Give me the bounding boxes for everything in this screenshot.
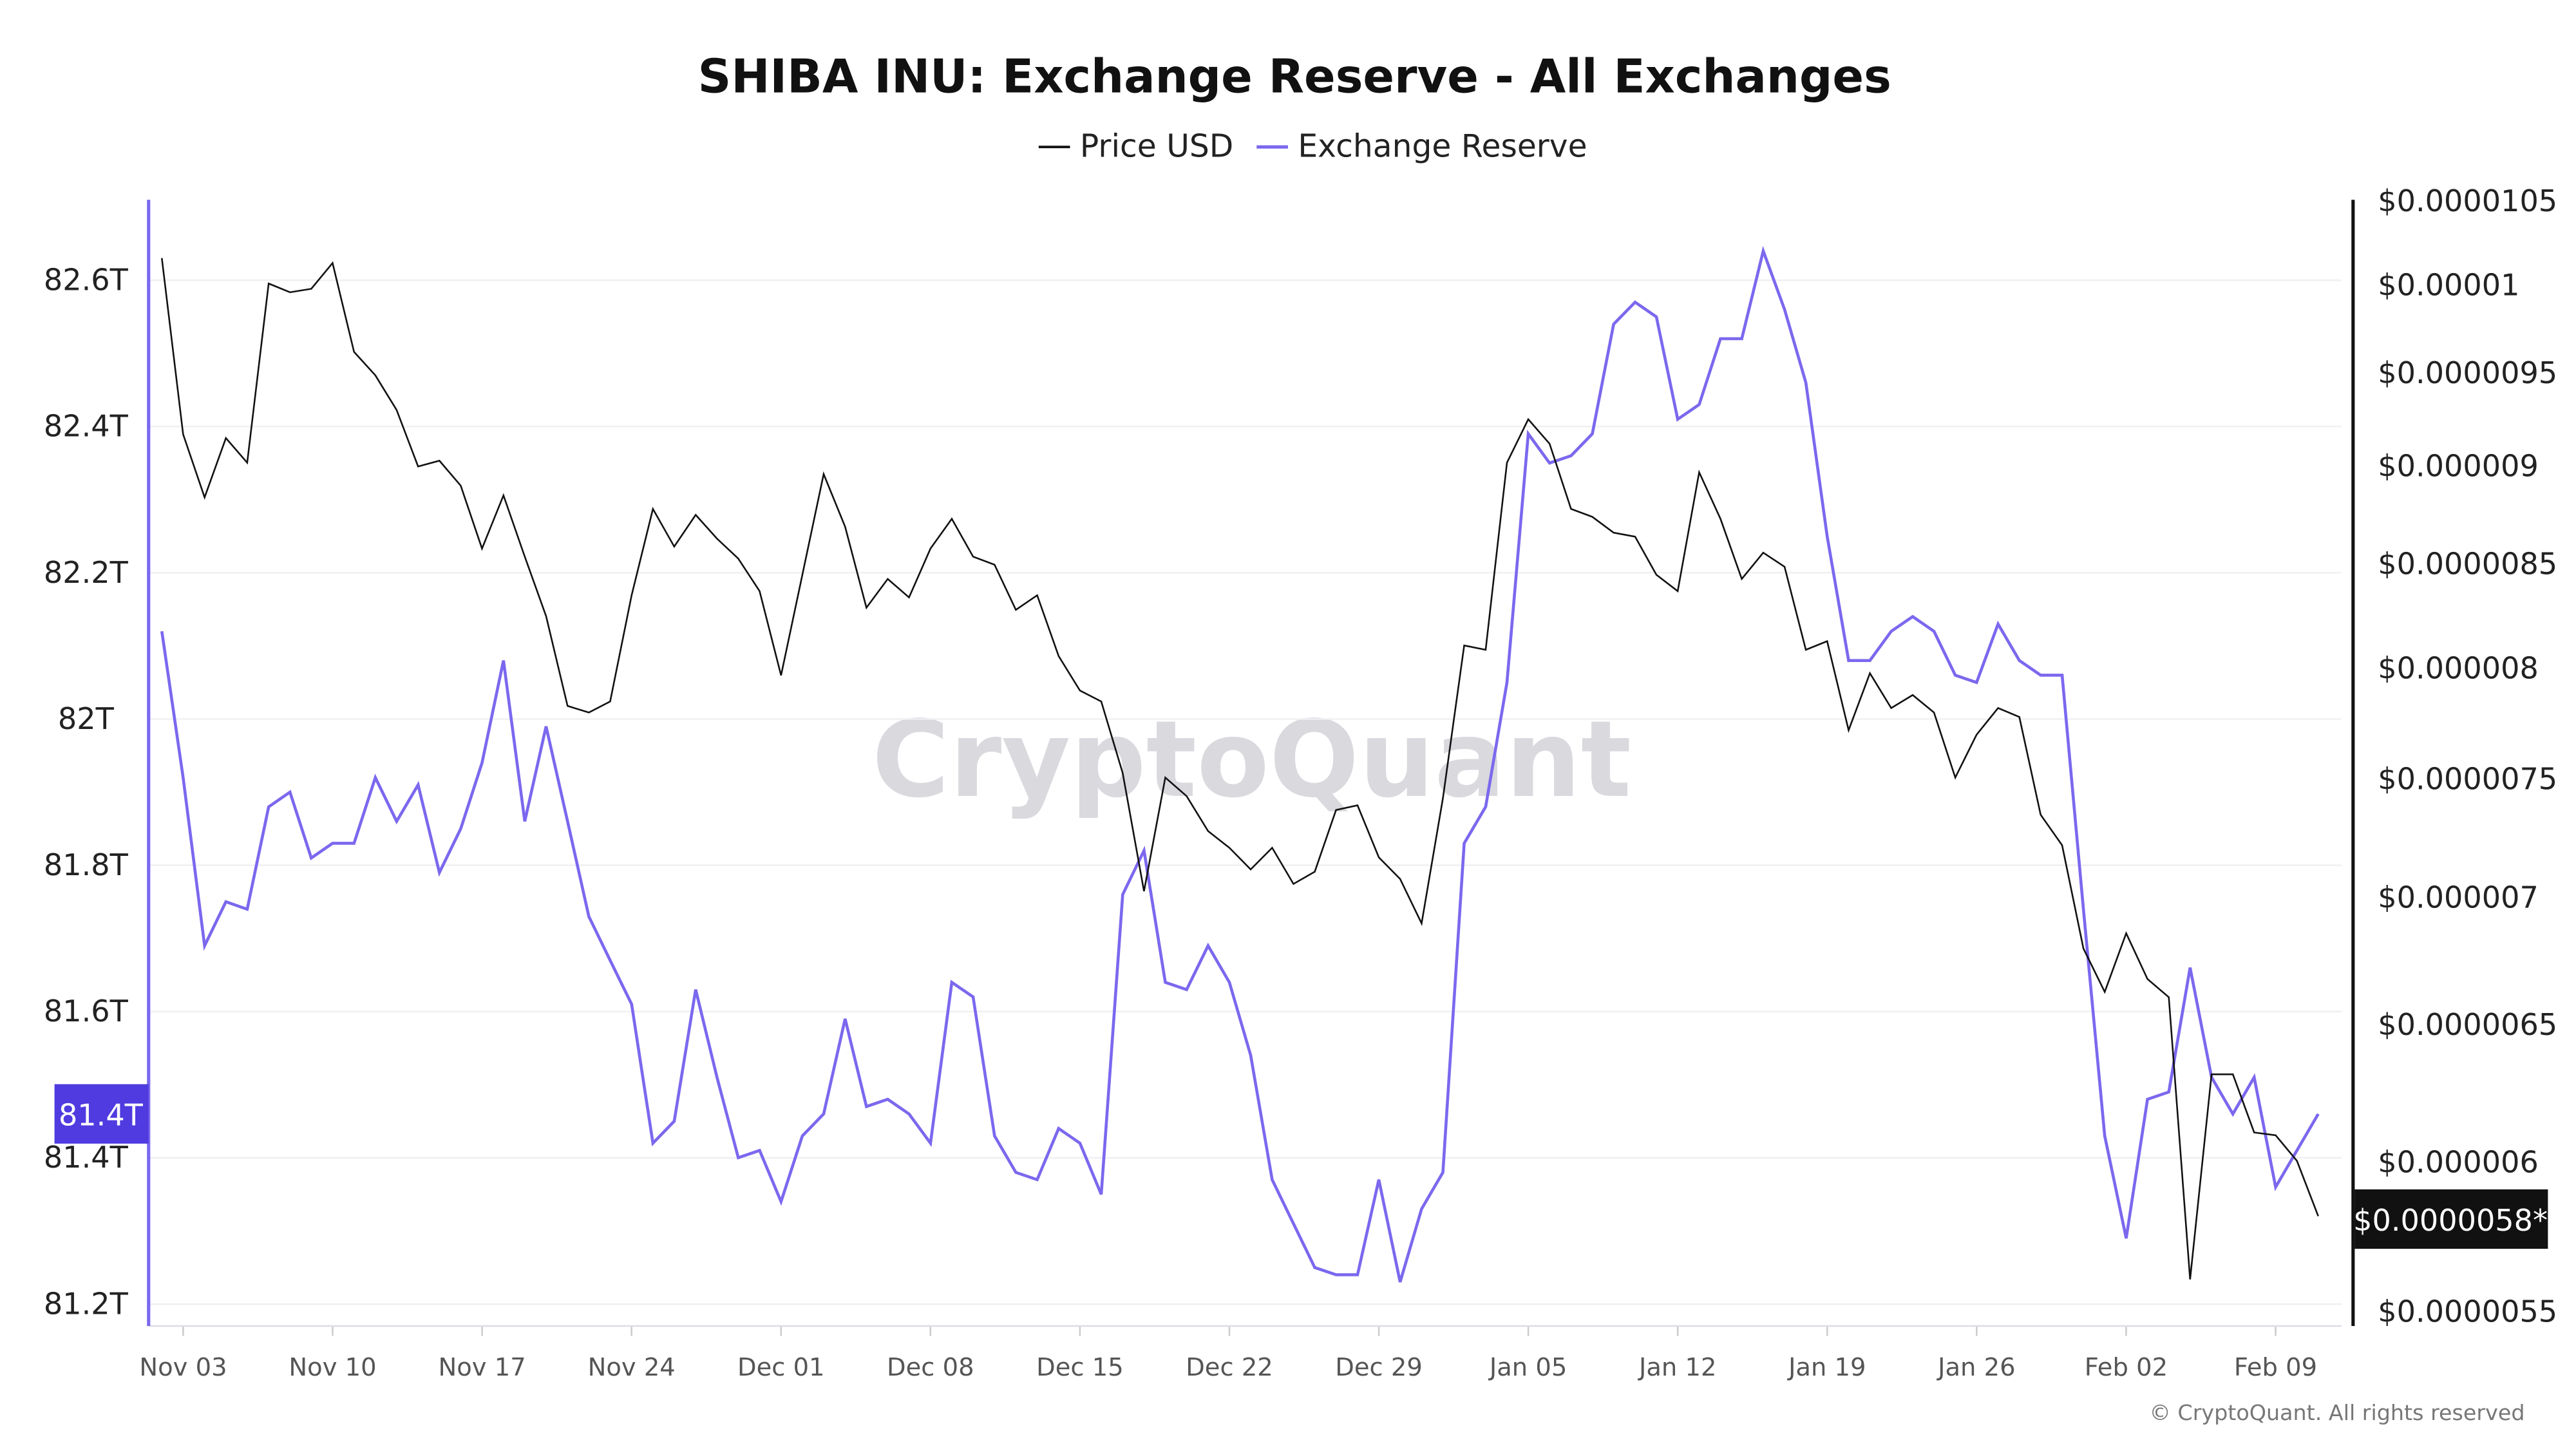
left-tick-label: 81.4T	[44, 1140, 129, 1175]
right-current-tag: $0.0000058*	[2353, 1189, 2548, 1249]
x-tick-label: Dec 15	[1036, 1353, 1124, 1382]
left-current-tag-box	[54, 1084, 149, 1144]
left-tick-label: 82.4T	[44, 409, 129, 444]
x-tick-label: Jan 05	[1488, 1353, 1567, 1382]
right-tick-label: $0.0000105	[2378, 184, 2557, 218]
legend-label-price[interactable]: Price USD	[1080, 129, 1233, 165]
right-current-tag-box	[2354, 1189, 2548, 1249]
left-tick-label: 81.8T	[44, 848, 129, 882]
right-tick-label: $0.000009	[2378, 448, 2539, 483]
right-tick-label: $0.0000095	[2378, 355, 2557, 390]
x-tick-label: Dec 22	[1186, 1353, 1273, 1382]
x-tick-label: Dec 08	[887, 1353, 974, 1382]
x-tick-label: Feb 02	[2085, 1353, 2168, 1382]
left-axis-ticks: 81.2T 81.4T 81.6T 81.8T 82T 82.2T 82.4T 82.6T	[44, 263, 129, 1321]
right-tick-label: $0.000006	[2378, 1145, 2539, 1180]
gridlines	[148, 279, 2342, 1305]
left-tick-label: 81.6T	[44, 994, 129, 1028]
left-tick-label: 81.2T	[44, 1286, 129, 1321]
x-tick-label: Nov 24	[588, 1353, 676, 1382]
left-current-tag-label: 81.4T	[59, 1098, 144, 1133]
x-tick-label: Dec 01	[737, 1353, 825, 1382]
right-tick-label: $0.0000065	[2378, 1007, 2557, 1042]
x-tick-label: Nov 17	[438, 1353, 526, 1382]
watermark-logo: CryptoQuant	[872, 698, 1631, 821]
series-line-exchange-reserve	[160, 245, 2320, 1283]
right-tick-label: $0.0000085	[2378, 547, 2557, 582]
chart-title: SHIBA INU: Exchange Reserve - All Exchan…	[698, 50, 1891, 104]
right-tick-label: $0.0000055	[2378, 1294, 2557, 1329]
right-current-tag-label: $0.0000058*	[2353, 1203, 2548, 1238]
x-tick-label: Nov 10	[289, 1353, 376, 1382]
right-tick-label: $0.000007	[2378, 880, 2539, 914]
x-axis-ticks: Nov 03 Nov 10 Nov 17 Nov 24 Dec 01 Dec 08 Dec …	[139, 1325, 2317, 1382]
right-tick-label: $0.000008	[2378, 650, 2539, 685]
x-tick-label: Dec 29	[1335, 1353, 1423, 1382]
legend-label-reserve[interactable]: Exchange Reserve	[1298, 129, 1587, 165]
x-tick-label: Jan 19	[1787, 1353, 1866, 1382]
copyright: © CryptoQuant. All rights reserved	[2150, 1400, 2525, 1425]
left-current-tag: 81.4T	[54, 1084, 149, 1144]
left-tick-label: 82T	[58, 701, 115, 736]
right-axis-ticks: $0.0000055 $0.000006 $0.0000065 $0.000007 $0…	[2378, 184, 2557, 1329]
x-tick-label: Nov 03	[139, 1353, 227, 1382]
right-tick-label: $0.0000075	[2378, 761, 2557, 796]
x-tick-label: Feb 09	[2234, 1353, 2317, 1382]
x-tick-label: Jan 26	[1937, 1353, 2015, 1382]
x-tick-label: Jan 12	[1638, 1353, 1716, 1382]
left-tick-label: 82.6T	[44, 263, 129, 298]
left-tick-label: 82.2T	[44, 555, 129, 590]
right-tick-label: $0.00001	[2378, 267, 2519, 302]
legend: Price USD Exchange Reserve	[1038, 129, 1587, 165]
series-line-price-usd	[161, 258, 2319, 1280]
